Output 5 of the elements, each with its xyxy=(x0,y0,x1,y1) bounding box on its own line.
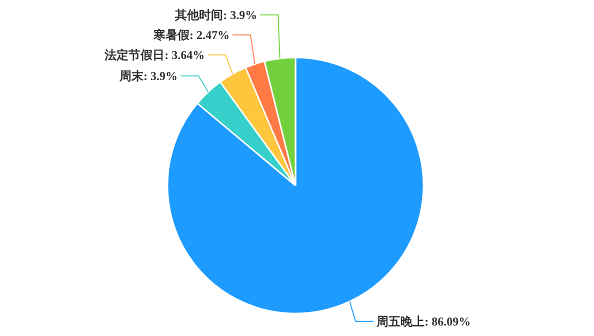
slice-label: 法定节假日: 3.64% xyxy=(104,48,205,62)
slice-label: 其他时间: 3.9% xyxy=(174,8,258,22)
slice-label: 周末: 3.9% xyxy=(118,68,178,83)
slice-label: 周五晚上: 86.09% xyxy=(376,314,471,328)
slice-label: 寒暑假: 2.47% xyxy=(152,28,230,42)
